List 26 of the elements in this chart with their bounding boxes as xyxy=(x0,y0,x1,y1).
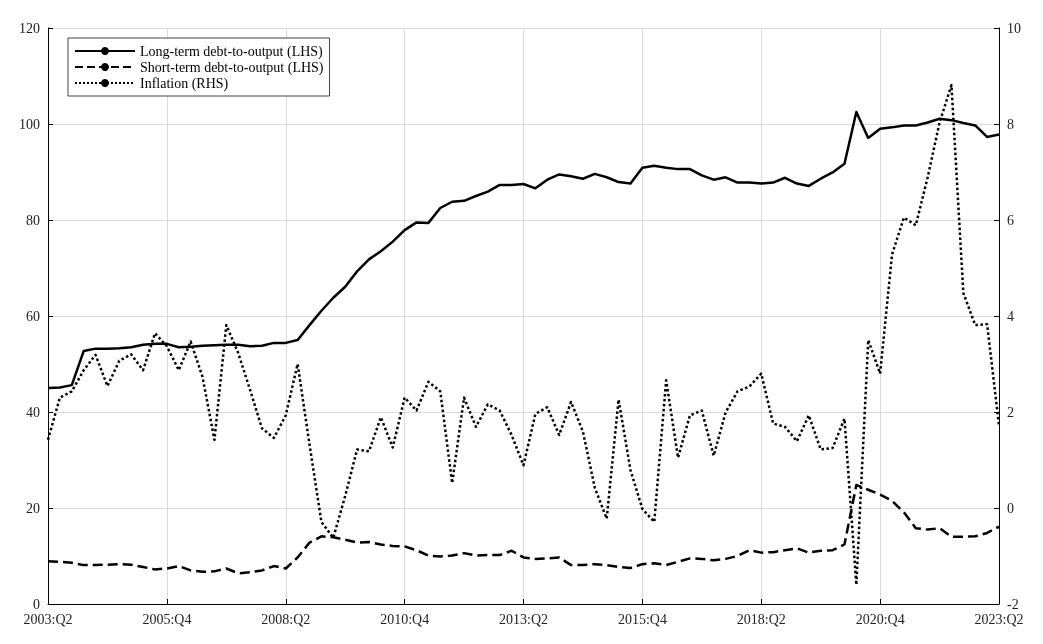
legend-label: Short-term debt-to-output (LHS) xyxy=(140,59,324,76)
legend-label: Inflation (RHS) xyxy=(140,75,229,92)
y-tick-label: 40 xyxy=(26,404,40,420)
x-tick-label: 2015:Q4 xyxy=(617,611,667,627)
x-tick-label: 2005:Q4 xyxy=(142,611,192,627)
y-tick-label: 60 xyxy=(26,308,40,324)
x-tick-label: 2003:Q2 xyxy=(23,611,73,627)
y2-tick-label: -2 xyxy=(1007,596,1019,612)
y2-tick-label: 0 xyxy=(1007,500,1014,516)
y2-tick-label: 6 xyxy=(1007,212,1014,228)
x-tick-label: 2008:Q2 xyxy=(261,611,311,627)
legend-label: Long-term debt-to-output (LHS) xyxy=(140,43,324,60)
x-tick-label: 2010:Q4 xyxy=(380,611,430,627)
y2-tick-label: 8 xyxy=(1007,116,1014,132)
y2-tick-label: 4 xyxy=(1007,308,1014,324)
x-tick-label: 2020:Q4 xyxy=(855,611,905,627)
y2-tick-label: 10 xyxy=(1007,20,1021,36)
y-tick-label: 100 xyxy=(19,116,40,132)
x-tick-label: 2018:Q2 xyxy=(736,611,786,627)
y2-tick-label: 2 xyxy=(1007,404,1014,420)
x-tick-label: 2023:Q2 xyxy=(974,611,1024,627)
x-tick-label: 2013:Q2 xyxy=(499,611,548,627)
y-tick-label: 80 xyxy=(26,212,40,228)
y-tick-label: 20 xyxy=(26,500,40,516)
y-tick-label: 0 xyxy=(33,596,40,612)
y-tick-label: 120 xyxy=(19,20,40,36)
